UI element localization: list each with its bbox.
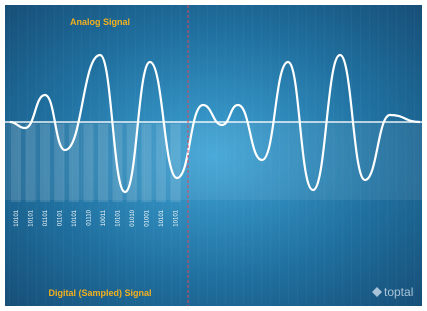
sample-bar xyxy=(55,124,65,202)
sample-bar xyxy=(84,124,94,202)
brand-name: toptal xyxy=(384,285,413,299)
band xyxy=(5,122,422,200)
sample-bar xyxy=(142,124,152,202)
sample-bar xyxy=(171,124,181,202)
sample-label: 01010 xyxy=(130,209,136,226)
bottom-title: Digital (Sampled) Signal xyxy=(48,288,151,298)
sample-label: 01101 xyxy=(43,209,49,226)
sample-label: 10101 xyxy=(116,209,122,226)
sample-bar xyxy=(127,124,137,202)
sample-label: 10101 xyxy=(159,209,165,226)
top-title: Analog Signal xyxy=(70,17,130,27)
sample-label: 10011 xyxy=(101,209,107,226)
sample-label: 10101 xyxy=(29,209,35,226)
sample-bar xyxy=(40,124,50,202)
sample-bar xyxy=(98,124,108,202)
sample-label: 10101 xyxy=(174,209,180,226)
sample-label: 01001 xyxy=(145,209,151,226)
sample-label: 01101 xyxy=(58,209,64,226)
sample-bar xyxy=(11,124,21,202)
sample-label: 01110 xyxy=(87,209,93,225)
illustration: Analog Signal Digital (Sampled) Signal t… xyxy=(0,0,427,311)
sample-label: 10101 xyxy=(14,209,20,226)
sample-bar xyxy=(26,124,36,202)
sample-label: 10101 xyxy=(72,209,78,226)
